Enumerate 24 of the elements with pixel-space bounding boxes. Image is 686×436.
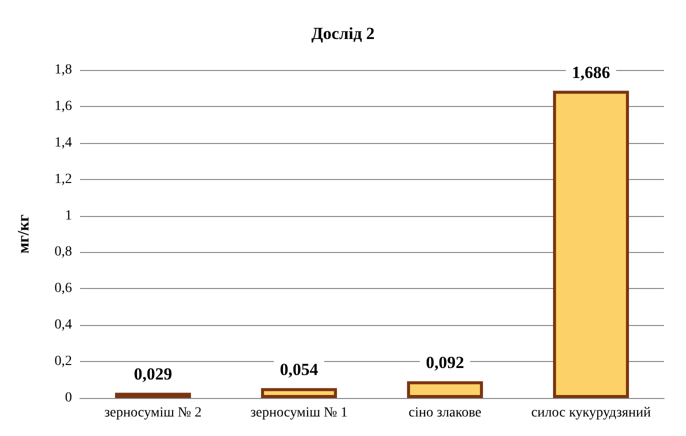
y-tick-label: 0,2 [54,354,72,370]
data-label: 0,029 [134,364,172,384]
y-tick-label: 1,6 [54,98,72,114]
data-label: 0,092 [426,353,464,372]
chart-title: Дослід 2 [311,24,375,43]
bar [407,381,483,398]
y-tick-label: 1,2 [54,172,72,187]
bar [261,388,337,398]
x-tick-label: зерносуміш № 2 [104,406,202,420]
y-tick-label: 1,8 [54,62,72,78]
data-label: 1,686 [572,62,610,82]
y-tick-label: 1 [65,208,72,224]
y-axis-title: мг/кг [16,214,32,254]
bar [115,392,191,398]
x-tick-label: зерносуміш № 1 [250,406,348,420]
y-tick-label: 0,4 [54,318,72,333]
x-tick-label: силос кукурудзяний [531,406,652,420]
y-tick-label: 0 [65,390,72,406]
y-tick-label: 0,8 [54,244,72,260]
x-tick-label: сіно злакове [408,406,482,420]
data-label: 0,054 [280,360,319,380]
bar [553,90,629,398]
y-tick-label: 1,4 [54,135,72,150]
y-tick-label: 0,6 [54,281,72,296]
